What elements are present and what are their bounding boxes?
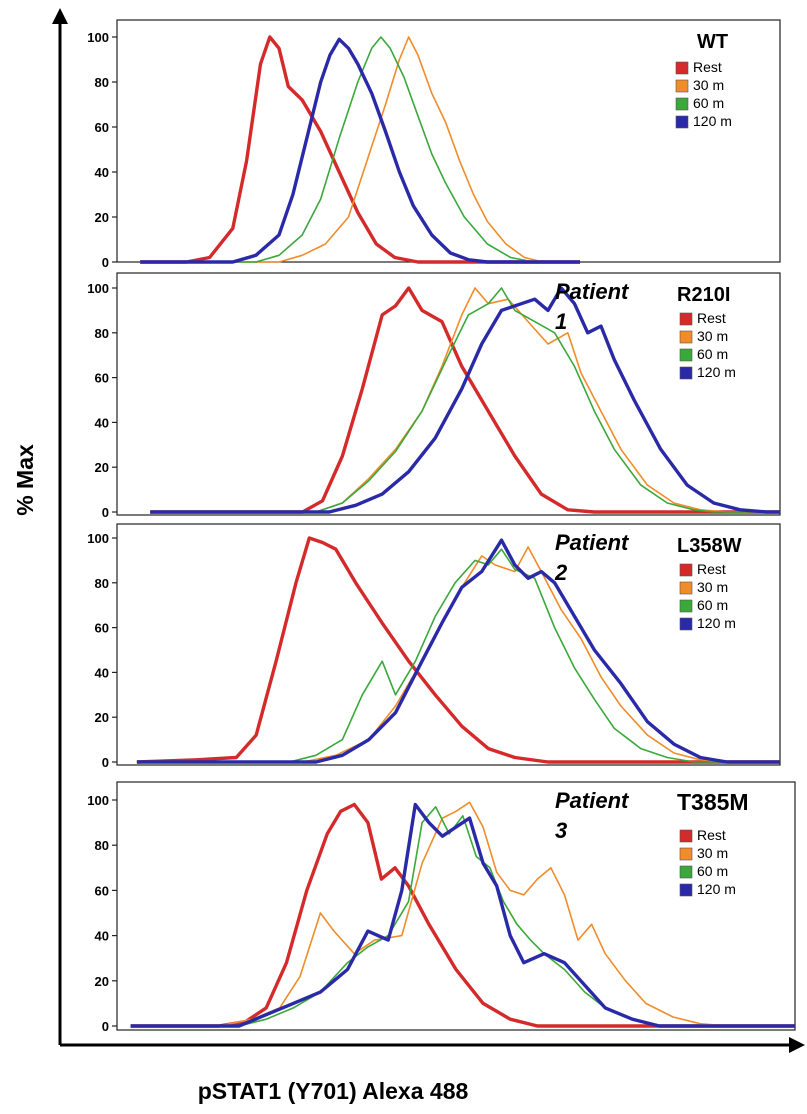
legend-label: Rest (693, 59, 722, 75)
legend-swatch-60m (679, 865, 693, 879)
panel-title: T385M (677, 789, 749, 815)
y-tick-label: 100 (87, 30, 109, 45)
series-line-30m (150, 287, 780, 513)
y-tick-label: 100 (87, 531, 109, 546)
legend-swatch-30m (679, 330, 693, 344)
x-axis-arrow-icon (789, 1037, 805, 1053)
legend-swatch-60m (679, 599, 693, 613)
legend-swatch-Rest (679, 312, 693, 326)
patient-label: 3 (555, 818, 567, 843)
y-tick-label: 80 (95, 576, 109, 591)
legend-label: Rest (697, 827, 726, 843)
panel-3: 0 20 40 60 80 100 Patient 2 L358W Rest 30 m 60 m 120… (87, 523, 781, 770)
series-line-Rest (140, 35, 580, 264)
series-line-120m (150, 286, 780, 514)
y-tick-label: 40 (95, 929, 109, 944)
legend-label: 60 m (697, 346, 728, 362)
panel-frame (116, 523, 781, 766)
legend-label: 60 m (697, 597, 728, 613)
y-tick-label: 60 (95, 621, 109, 636)
legend-swatch-60m (675, 97, 689, 111)
series-line-30m (130, 801, 795, 1027)
series-line-60m (150, 287, 780, 513)
patient-label: 1 (555, 309, 567, 334)
y-tick-label: 0 (102, 755, 109, 770)
series-line-60m (140, 36, 580, 263)
legend-label: Rest (697, 561, 726, 577)
series-line-120m (140, 37, 580, 264)
legend-swatch-60m (679, 348, 693, 362)
y-tick-label: 60 (95, 120, 109, 135)
legend-label: 30 m (697, 579, 728, 595)
x-axis-title: pSTAT1 (Y701) Alexa 488 (198, 1078, 469, 1104)
series-line-120m (130, 802, 795, 1028)
y-tick-label: 60 (95, 371, 109, 386)
legend-label: 60 m (697, 863, 728, 879)
legend-swatch-Rest (679, 563, 693, 577)
patient-label: Patient (555, 530, 630, 555)
series-line-120m (136, 538, 780, 764)
panel-1: 0 20 40 60 80 100 WT Rest 30 m 60 m 120 m (87, 19, 781, 270)
legend-swatch-120m (675, 115, 689, 129)
y-tick-label: 0 (102, 1019, 109, 1034)
panel-2: 0 20 40 60 80 100 Patient 1 R210I Rest 30 m 60 m 120… (87, 272, 781, 520)
y-axis-title: % Max (12, 444, 38, 516)
legend-swatch-Rest (679, 829, 693, 843)
legend-label: 30 m (697, 328, 728, 344)
y-tick-label: 60 (95, 883, 109, 898)
y-tick-label: 0 (102, 505, 109, 520)
legend-swatch-Rest (675, 61, 689, 75)
legend-swatch-120m (679, 617, 693, 631)
y-tick-label: 40 (95, 415, 109, 430)
legend-swatch-30m (675, 79, 689, 93)
legend-label: 60 m (693, 95, 724, 111)
legend-label: 120 m (697, 881, 736, 897)
legend-swatch-120m (679, 883, 693, 897)
panel-4: 0 20 40 60 80 100 Patient 3 T385M Rest 30 m 60 m 120… (87, 781, 796, 1034)
series-line-60m (136, 548, 780, 763)
legend-swatch-120m (679, 366, 693, 380)
panel-title: R210I (677, 284, 730, 306)
y-tick-label: 40 (95, 665, 109, 680)
y-axis-arrow-icon (52, 8, 68, 24)
legend-label: Rest (697, 310, 726, 326)
y-tick-label: 20 (95, 974, 109, 989)
panel-frame (116, 781, 796, 1031)
panel-frame (116, 19, 781, 263)
y-tick-label: 20 (95, 460, 109, 475)
legend-label: 30 m (697, 845, 728, 861)
y-tick-label: 20 (95, 210, 109, 225)
legend-label: 120 m (693, 113, 732, 129)
patient-label: Patient (555, 788, 630, 813)
panel-frame (116, 272, 781, 516)
y-tick-label: 80 (95, 75, 109, 90)
y-tick-label: 100 (87, 281, 109, 296)
series-line-30m (140, 36, 580, 263)
y-tick-label: 20 (95, 710, 109, 725)
y-tick-label: 0 (102, 255, 109, 270)
legend-label: 120 m (697, 364, 736, 380)
legend-label: 120 m (697, 615, 736, 631)
y-tick-label: 80 (95, 838, 109, 853)
patient-label: Patient (555, 279, 630, 304)
series-line-30m (136, 546, 780, 763)
series-line-Rest (130, 802, 795, 1028)
panel-title: WT (697, 31, 728, 53)
legend-swatch-30m (679, 847, 693, 861)
series-line-Rest (150, 286, 780, 514)
y-tick-label: 80 (95, 326, 109, 341)
panel-title: L358W (677, 535, 742, 557)
legend-swatch-30m (679, 581, 693, 595)
series-line-Rest (136, 536, 780, 764)
legend-label: 30 m (693, 77, 724, 93)
y-tick-label: 40 (95, 165, 109, 180)
patient-label: 2 (554, 560, 568, 585)
y-tick-label: 100 (87, 793, 109, 808)
